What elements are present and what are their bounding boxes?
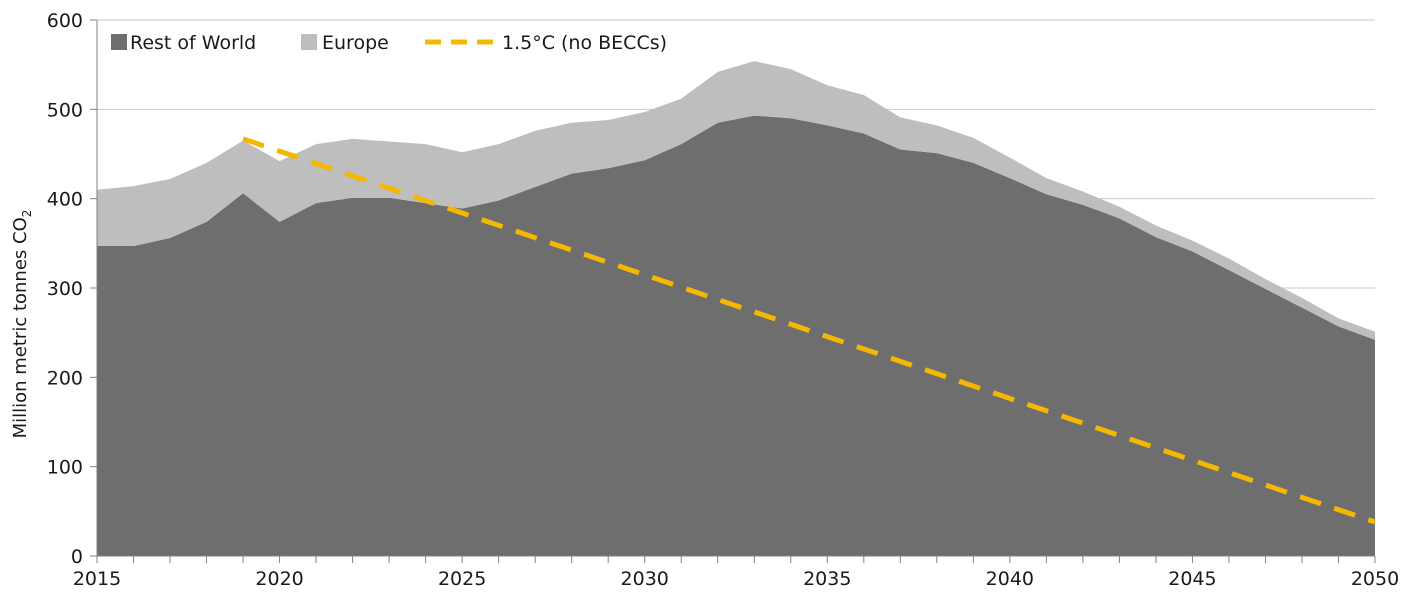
y-axis-title-subscript: 2 bbox=[20, 210, 34, 218]
x-tick-label-2020: 2020 bbox=[255, 568, 303, 590]
x-axis-ticks: 2015 2020 2025 2030 2035 2040 2045 2050 bbox=[73, 556, 1399, 590]
x-tick-label-2050: 2050 bbox=[1351, 568, 1399, 590]
legend: Rest of World Europe 1.5°C (no BECCs) bbox=[111, 32, 667, 54]
legend-swatch-rest-of-world bbox=[111, 34, 127, 50]
y-tick-label-600: 600 bbox=[47, 10, 83, 32]
y-tick-label-200: 200 bbox=[47, 367, 83, 389]
area-europe bbox=[97, 61, 1375, 340]
legend-swatch-europe bbox=[301, 34, 317, 50]
target-line bbox=[242, 136, 1376, 525]
legend-label-1-5-c-no-beccs: 1.5°C (no BECCs) bbox=[502, 32, 667, 54]
y-tick-label-0: 0 bbox=[71, 546, 83, 568]
x-tick-label-2035: 2035 bbox=[803, 568, 851, 590]
y-axis-title-text: Million metric tonnes CO bbox=[10, 217, 31, 438]
legend-label-europe: Europe bbox=[322, 32, 389, 54]
y-axis-title: Million metric tonnes CO2 bbox=[10, 210, 34, 439]
y-tick-label-400: 400 bbox=[47, 189, 83, 211]
x-tick-label-2030: 2030 bbox=[621, 568, 669, 590]
x-tick-label-2025: 2025 bbox=[438, 568, 486, 590]
y-tick-label-100: 100 bbox=[47, 457, 83, 479]
y-tick-label-500: 500 bbox=[47, 99, 83, 121]
target-line-1-5c bbox=[242, 136, 1376, 525]
y-axis-ticks: 0 100 200 300 400 500 600 bbox=[47, 10, 97, 568]
plot-areas bbox=[97, 61, 1375, 556]
x-tick-label-2015: 2015 bbox=[73, 568, 121, 590]
x-tick-label-2040: 2040 bbox=[986, 568, 1034, 590]
legend-label-rest-of-world: Rest of World bbox=[130, 32, 256, 54]
x-tick-label-2045: 2045 bbox=[1168, 568, 1216, 590]
area-rest-of-world bbox=[97, 115, 1375, 556]
y-tick-label-300: 300 bbox=[47, 278, 83, 300]
